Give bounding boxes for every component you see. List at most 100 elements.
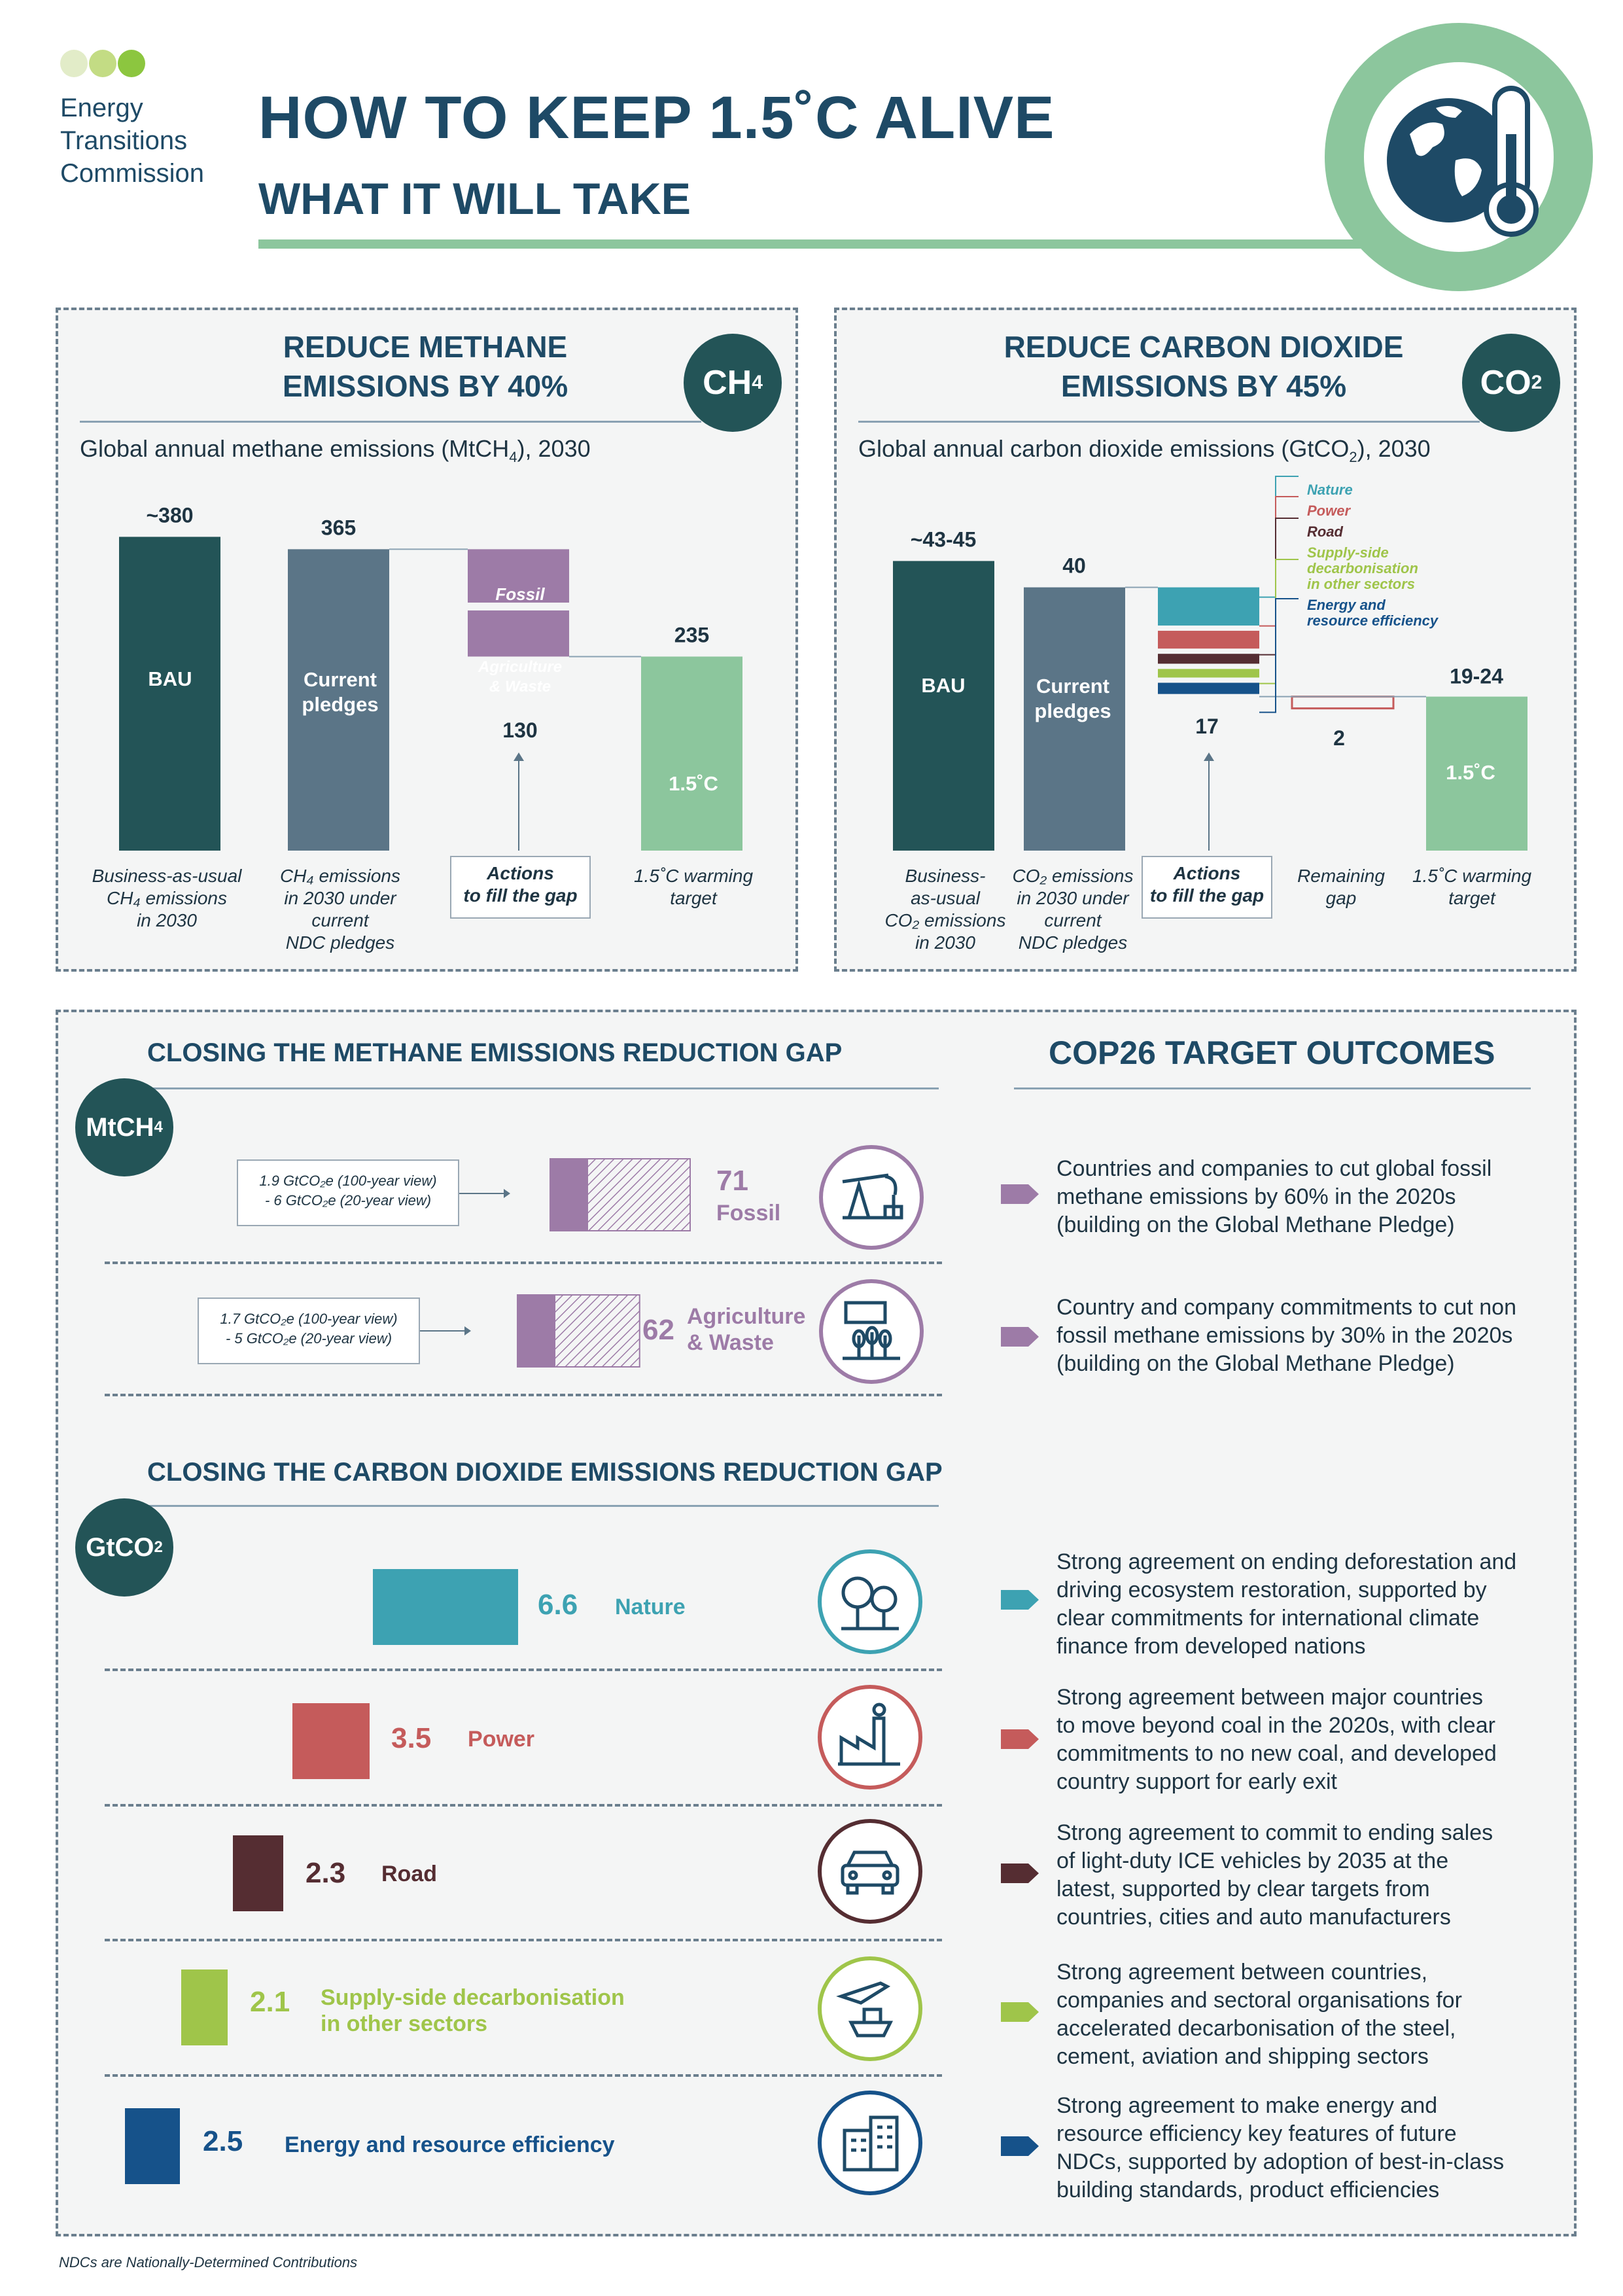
co2-cat-remaining: Remaining gap [1297,866,1385,908]
co2-legend: Nature Power Road Supply-side decarbonis… [1307,482,1503,629]
co2-legend-leader-4 [1259,598,1299,713]
co2-actions-arrowhead [1204,752,1214,761]
co2-cat-target: 1.5˚C warming target [1412,866,1532,908]
supply-value: 2.1 [250,1986,290,2018]
ag-arrow [420,1323,472,1342]
bar-fossil-solid [550,1158,587,1231]
methane-bar-bau [119,537,220,851]
co2-pledges-label: Current pledges [1034,675,1111,722]
building-icon [818,2091,922,2195]
outcome-road: Strong agreement to commit to ending sal… [1056,1820,1493,1930]
co2-gap-bar-1 [292,1703,370,1779]
co2-subtitle-sub: 2 [1349,449,1357,466]
gtco2-badge-sub: 2 [154,1538,163,1556]
methane-value-label: 365 [321,516,356,539]
methane-row-sep-1 [105,1262,942,1264]
legend-power: Power [1307,503,1351,519]
farm-icon [819,1279,924,1384]
globe-thermometer-icon [1364,62,1554,252]
ch4-badge: CH 4 [684,334,782,432]
methane-gap-rule [147,1087,939,1089]
power-value: 3.5 [391,1722,432,1754]
methane-cat-target: 1.5˚C warming target [633,866,754,908]
outcome-arrow-7 [1001,2136,1040,2159]
mtch4-badge-text: MtCH [86,1112,154,1142]
fossil-equiv-box: 1.9 GtCO₂e (100-year view) - 6 GtCO₂e (2… [237,1159,459,1226]
co2-row-sep-1 [105,1669,942,1671]
co2-bar-gap-3 [1158,669,1259,678]
co2-gap-bar-2 [232,1835,283,1911]
methane-bau-label: BAU [148,667,192,690]
outcome-efficiency: Strong agreement to make energy and reso… [1056,2093,1505,2202]
co2-subtitle-pre: Global annual carbon dioxide emissions (… [858,435,1350,462]
co2-badge-sub: 2 [1531,372,1543,393]
outcome-fossil-methane: Countries and companies to cut global fo… [1056,1156,1492,1237]
co2-row-sep-3 [105,1939,942,1941]
co2-bar-remaining [1291,696,1395,710]
methane-chart-subtitle: Global annual methane emissions (MtCH4),… [80,435,591,466]
methane-cat-bau: Business-as-usual CH₄ emissions in 2030 [92,866,242,930]
methane-actions-arrowhead [514,752,524,761]
ag-equiv-box: 1.7 GtCO₂e (100-year view) - 5 GtCO₂e (2… [198,1298,420,1364]
power-label: Power [468,1727,535,1752]
page-title: HOW TO KEEP 1.5˚C ALIVE [258,84,1055,151]
methane-row-sep-2 [105,1394,942,1396]
ag-value: 62 [642,1314,674,1346]
tree-icon [818,1549,922,1654]
outcome-arrow-1 [1001,1184,1040,1207]
co2-chart-subtitle: Global annual carbon dioxide emissions (… [858,435,1431,466]
co2-legend-leader-3 [1259,559,1299,684]
methane-subtitle-pre: Global annual methane emissions (MtCH [80,435,510,462]
co2-cat-pledges: CO₂ emissions in 2030 under current NDC … [1012,866,1134,953]
outcome-power: Strong agreement between major countries… [1056,1685,1497,1794]
co2-legend-leader-0 [1259,476,1299,598]
methane-cat-pledges: CH₄ emissions in 2030 under current NDC … [280,866,400,953]
page-subtitle: WHAT IT WILL TAKE [258,174,691,224]
supply-label: Supply-side decarbonisation in other sec… [321,1985,625,2036]
methane-title-line1: REDUCE METHANE [283,330,568,364]
outcome-arrow-3 [1001,1590,1040,1613]
methane-value-label: 235 [674,623,709,646]
bar-ag-hatched [554,1294,640,1368]
footnote: NDCs are Nationally-Determined Contribut… [59,2254,358,2270]
methane-title-rule [80,421,701,423]
co2-bar-target [1426,696,1527,851]
co2-bar-pledges [1024,587,1125,851]
car-icon [818,1819,922,1924]
fossil-arrow [459,1186,512,1205]
co2-bar-gap-0 [1158,587,1259,626]
methane-bar-ag [517,1294,667,1373]
efficiency-value: 2.5 [203,2125,243,2157]
methane-target-label: 1.5˚C [669,772,718,795]
fossil-value: 71 [716,1165,748,1197]
methane-panel-title: REDUCE METHANE EMISSIONS BY 40% [150,327,700,406]
road-value: 2.3 [305,1857,346,1889]
methane-pledges-label: Current pledges [302,668,379,716]
ch4-badge-sub: 4 [752,372,763,393]
org-name: Energy Transitions Commission [60,94,205,188]
co2-gap-bar-3 [181,1969,228,2045]
outcome-arrow-5 [1001,1863,1040,1886]
mtch4-badge: MtCH 4 [75,1078,173,1176]
co2-title-line2: EMISSIONS BY 45% [1060,369,1347,403]
co2-legend-leader-1 [1259,496,1299,627]
co2-panel-title: REDUCE CARBON DIOXIDE EMISSIONS BY 45% [929,327,1478,406]
methane-subtitle-post: ), 2030 [517,435,591,462]
outcome-arrow-6 [1001,2002,1040,2025]
methane-gap-value: 130 [502,718,538,742]
bar-fossil-hatched [587,1158,691,1231]
methane-value-label: ~380 [146,503,193,527]
methane-chart-svg: ~380 365 235 [119,503,742,851]
co2-actions-box: Actions to fill the gap [1142,856,1272,919]
co2-badge: CO 2 [1462,334,1560,432]
gtco2-badge-text: GtCO [86,1532,154,1562]
outcome-supply: Strong agreement between countries, comp… [1056,1960,1462,2069]
co2-chart-svg: ~43-45 40 19-24 [893,476,1527,851]
ch4-badge-text: CH [703,364,752,402]
methane-gap-title: CLOSING THE METHANE EMISSIONS REDUCTION … [147,1038,843,1067]
co2-bar-bau [893,561,994,851]
logo-dot-1 [60,50,88,77]
fossil-label: Fossil [716,1201,781,1226]
co2-remaining-value: 2 [1333,726,1345,750]
co2-gap-value: 17 [1195,715,1219,738]
